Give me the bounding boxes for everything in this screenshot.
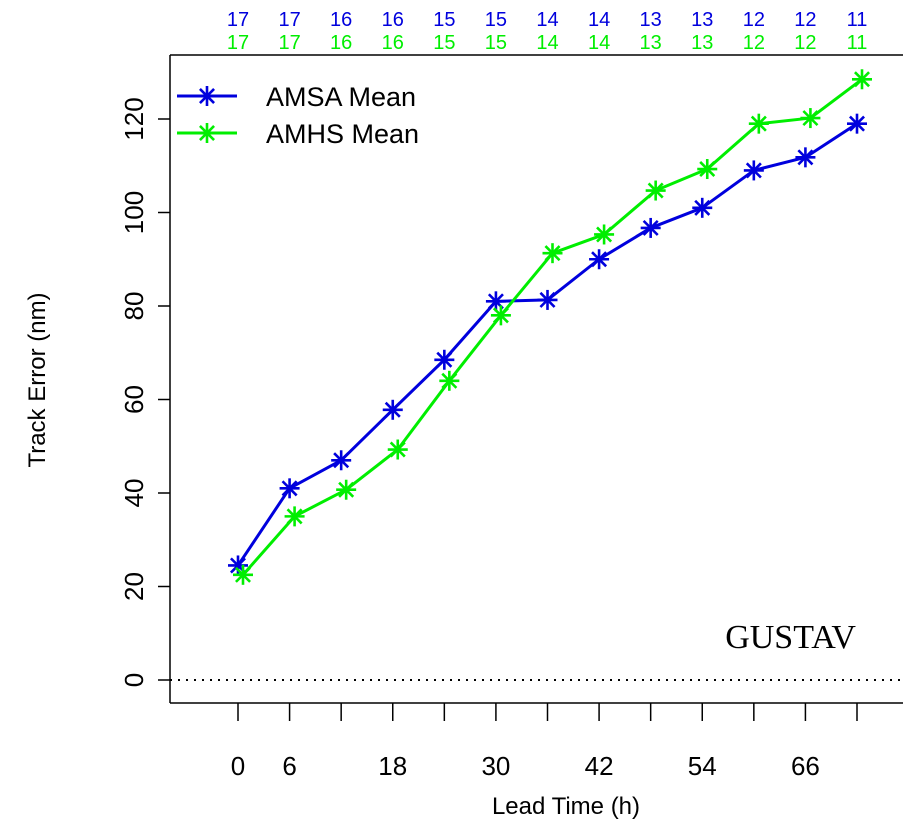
legend: AMSA Mean AMHS Mean [177,82,419,149]
y-tick-label: 120 [119,97,149,140]
data-point [697,159,718,180]
x-tick-label: 66 [791,751,820,781]
y-tick-label: 60 [119,385,149,414]
sample-count-label: 16 [382,32,404,54]
y-axis-title: Track Error (nm) [24,292,51,467]
data-point [233,564,253,585]
storm-name-annotation: GUSTAV [725,619,856,656]
data-point [279,478,300,499]
sample-count-label: 14 [536,32,558,54]
y-axis: 0 20 40 60 80 100 120 [119,97,170,687]
sample-count-label: 13 [640,32,662,54]
data-point [645,180,666,201]
sample-count-label: 14 [588,9,610,31]
series-amhs-mean [233,69,872,585]
data-point [439,370,460,391]
x-axis: 0 6 18 30 42 54 66 [231,703,858,781]
sample-count-label: 12 [743,32,765,54]
sample-count-label: 12 [794,32,816,54]
y-tick-label: 100 [119,191,149,234]
x-tick-label: 54 [688,751,717,781]
series-layer [228,69,872,585]
data-point [640,217,661,238]
sample-count-label: 14 [588,32,610,54]
data-point [748,113,769,134]
sample-count-label: 15 [485,9,507,31]
sample-count-label: 11 [847,9,868,31]
sample-count-label: 15 [433,32,455,54]
data-point [284,506,305,527]
data-point [331,450,352,471]
data-point [382,399,403,420]
data-point [537,289,558,310]
x-tick-label: 6 [282,751,296,781]
sample-count-label: 16 [330,32,352,54]
x-tick-label: 0 [231,751,245,781]
sample-count-label: 16 [382,9,404,31]
series-amsa-mean [228,113,867,576]
sample-count-label: 12 [743,9,765,31]
legend-marker [197,123,217,143]
legend-marker [197,86,217,106]
y-tick-label: 40 [119,479,149,508]
sample-count-label: 13 [640,9,662,31]
sample-count-label: 14 [536,9,558,31]
data-point [847,113,867,134]
series-line [241,78,863,576]
data-point [336,479,357,500]
data-point [692,197,713,218]
data-point [800,108,821,129]
y-tick-label: 20 [119,572,149,601]
data-point [852,69,872,90]
sample-count-label: 11 [847,32,868,54]
legend-label: AMHS Mean [266,119,419,149]
data-point [387,439,408,460]
x-tick-label: 18 [378,751,407,781]
data-point [434,349,455,370]
data-point [589,249,610,270]
sample-count-label: 15 [433,9,455,31]
x-axis-title: Lead Time (h) [492,793,640,820]
y-tick-label: 80 [119,292,149,321]
data-point [542,243,563,264]
sample-count-label: 17 [227,32,249,54]
data-point [743,160,764,181]
x-tick-label: 42 [585,751,614,781]
sample-count-label: 17 [278,9,300,31]
y-tick-label: 0 [119,673,149,687]
sample-count-label: 13 [691,32,713,54]
sample-count-label: 17 [227,9,249,31]
sample-count-label: 13 [691,9,713,31]
sample-count-label: 15 [485,32,507,54]
data-point [490,305,511,326]
data-point [485,291,506,312]
plot-frame [169,54,903,704]
data-point [795,147,816,168]
x-tick-label: 30 [481,751,510,781]
legend-label: AMSA Mean [266,82,416,112]
sample-count-label: 12 [794,9,816,31]
sample-count-label: 17 [278,32,300,54]
data-point [594,224,615,245]
sample-count-label: 16 [330,9,352,31]
